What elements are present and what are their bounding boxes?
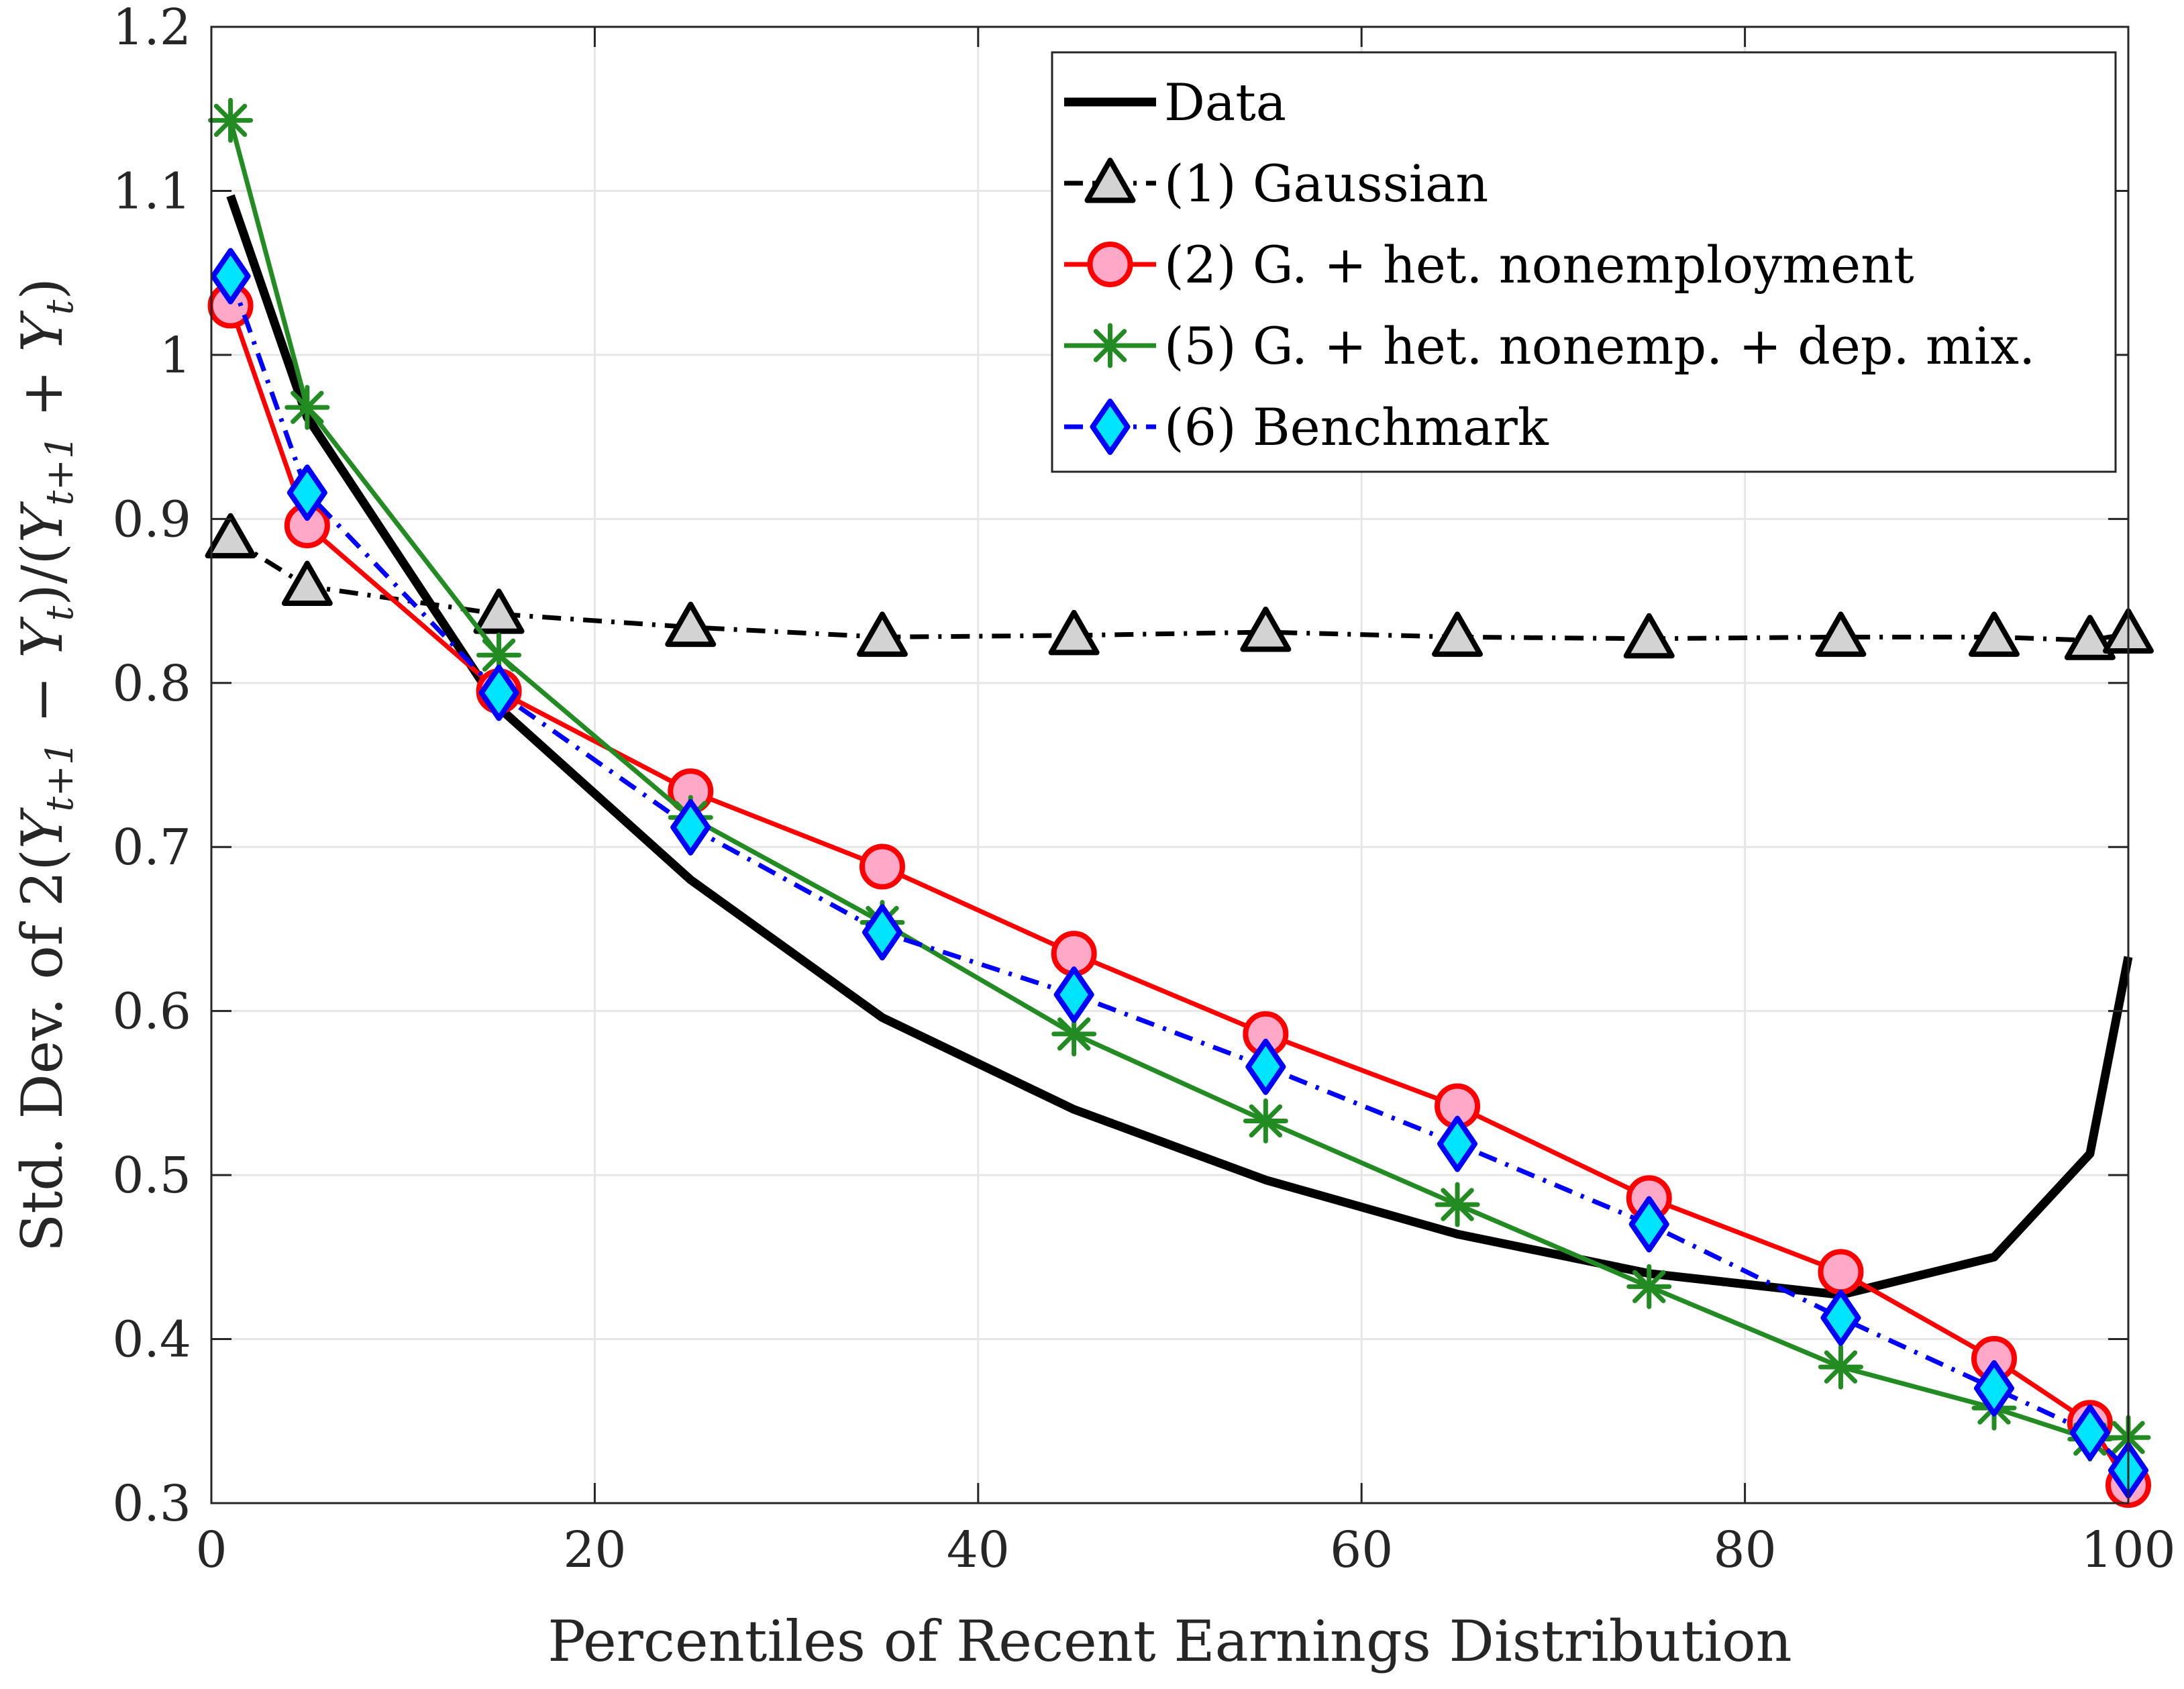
y-tick-label: 1 — [160, 327, 191, 385]
data-point — [284, 385, 330, 430]
y-tick-label: 1.2 — [112, 0, 191, 56]
data-point — [859, 843, 905, 890]
legend-marker — [1090, 399, 1131, 455]
data-point — [665, 601, 717, 648]
data-point — [856, 611, 908, 657]
legend-label: Data — [1164, 72, 1286, 132]
data-point — [208, 97, 254, 143]
data-point — [210, 248, 251, 305]
y-axis-label: Std. Dev. of 2(Yt+1 − Yt)/(Yt+1 + Yt) — [9, 278, 82, 1252]
x-tick-label: 0 — [195, 1521, 227, 1579]
data-point — [205, 513, 256, 559]
y-tick-label: 0.7 — [112, 819, 191, 876]
legend-marker — [1084, 158, 1136, 203]
y-tick-label: 1.1 — [112, 162, 191, 220]
legend-label: (2) G. + het. nonemployment — [1164, 235, 1914, 295]
data-point — [1435, 1182, 1480, 1227]
legend-label: (5) G. + het. nonemp. + dep. mix. — [1164, 316, 2035, 376]
data-point — [1243, 1098, 1288, 1143]
x-tick-label: 80 — [1714, 1521, 1777, 1579]
data-point — [1245, 1038, 1286, 1095]
y-tick-label: 0.5 — [112, 1147, 191, 1205]
data-point — [862, 904, 902, 961]
x-tick-label: 40 — [947, 1521, 1010, 1579]
data-point — [1969, 611, 2020, 657]
legend-marker — [1087, 242, 1133, 287]
axis-ticks — [210, 25, 2130, 1504]
data-point — [281, 560, 333, 607]
y-tick-label: 0.6 — [112, 983, 191, 1041]
y-tick-label: 0.4 — [112, 1311, 191, 1369]
x-axis-label: Percentiles of Recent Earnings Distribut… — [548, 1608, 1792, 1674]
data-point — [287, 464, 327, 521]
legend-label: (1) Gaussian — [1164, 154, 1488, 213]
legend: Data (1) Gaussian (2) G. + het. nonemploym… — [1051, 51, 2117, 473]
data-point — [1053, 966, 1094, 1023]
data-point — [1626, 1264, 1672, 1309]
data-point — [1240, 607, 1292, 652]
data-point — [1432, 611, 1484, 657]
data-point — [1974, 1360, 2015, 1417]
y-tick-label: 0.3 — [112, 1475, 191, 1533]
data-point — [1820, 1289, 1861, 1346]
series-1 — [205, 513, 2154, 660]
data-point — [1815, 611, 1867, 657]
tick-labels: 0 20 40 60 80 100 0.3 0.4 0.5 0.6 0.7 0.8 0.9 1 1.1 1.2 — [112, 0, 2175, 1579]
series-layer — [205, 97, 2154, 1508]
y-tick-label: 0.8 — [112, 655, 191, 713]
plot-area-frame — [210, 25, 2130, 1504]
legend-box — [1051, 51, 2117, 473]
legend-marker — [1088, 323, 1133, 368]
x-tick-label: 20 — [563, 1521, 626, 1579]
legend-label: (6) Benchmark — [1164, 397, 1549, 457]
data-point — [2069, 1404, 2110, 1461]
data-point — [478, 664, 519, 721]
data-point — [1437, 1115, 1478, 1172]
y-tick-label: 0.9 — [112, 491, 191, 548]
data-point — [1818, 1249, 1864, 1295]
data-point — [2064, 615, 2116, 660]
series-4 — [210, 248, 2148, 1499]
data-point — [1048, 609, 1100, 656]
x-tick-label: 60 — [1330, 1521, 1393, 1579]
data-point — [473, 588, 525, 634]
data-point — [1623, 613, 1675, 659]
data-point — [1628, 1196, 1669, 1253]
data-point — [670, 799, 711, 856]
x-tick-label: 100 — [2081, 1521, 2175, 1579]
data-point — [1818, 1344, 1863, 1390]
